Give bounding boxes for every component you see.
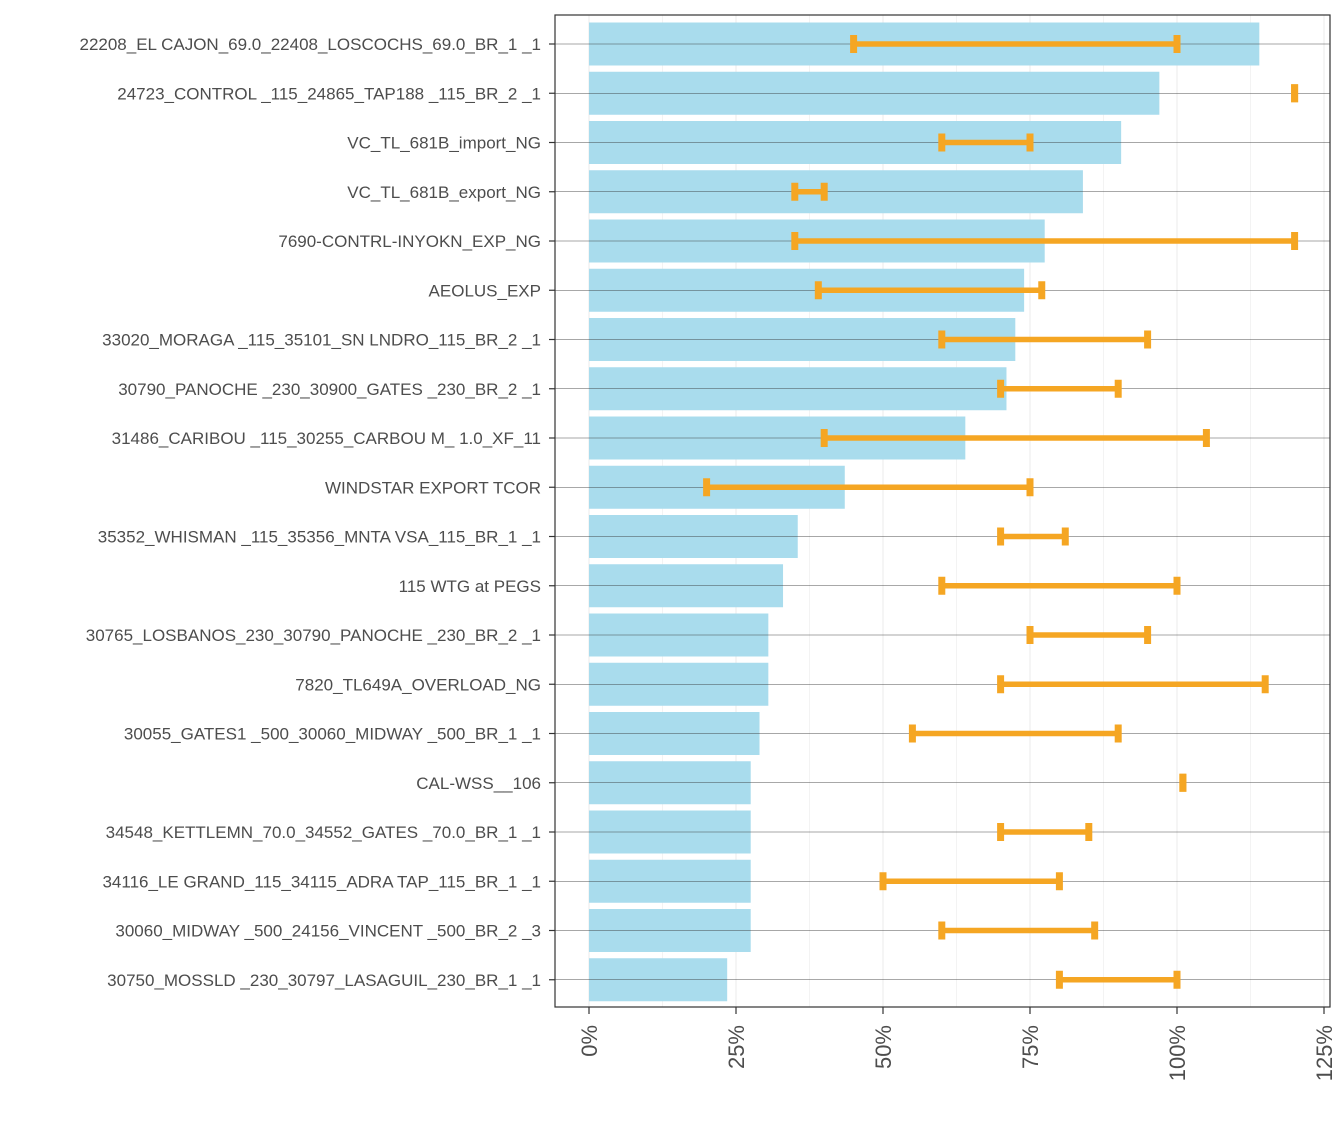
- bars: [589, 22, 1260, 1002]
- category-label-6: AEOLUS_EXP: [429, 281, 541, 300]
- range-9: [820, 429, 1210, 447]
- category-label-10: WINDSTAR EXPORT TCOR: [325, 478, 541, 497]
- range-17: [997, 823, 1093, 841]
- category-label-19: 30060_MIDWAY _500_24156_VINCENT _500_BR_…: [115, 922, 541, 941]
- category-label-18: 34116_LE GRAND_115_34115_ADRA TAP_115_BR…: [102, 872, 541, 891]
- category-label-13: 30765_LOSBANOS_230_30790_PANOCHE _230_BR…: [86, 626, 541, 645]
- x-tick-label-50: 50%: [871, 1025, 896, 1069]
- category-labels: 22208_EL CAJON_69.0_22408_LOSCOCHS_69.0_…: [79, 35, 555, 990]
- category-label-9: 31486_CARIBOU _115_30255_CARBOU M_ 1.0_X…: [112, 429, 541, 448]
- category-label-17: 34548_KETTLEMN_70.0_34552_GATES _70.0_BR…: [106, 823, 541, 842]
- range-18: [879, 872, 1063, 891]
- range-20: [1055, 970, 1181, 989]
- category-label-16: CAL-WSS__106: [416, 774, 541, 793]
- range-14: [997, 675, 1269, 694]
- category-label-20: 30750_MOSSLD _230_30797_LASAGUIL_230_BR_…: [107, 971, 541, 990]
- range-11: [997, 527, 1069, 546]
- range-errorbars: [703, 35, 1299, 989]
- x-axis-ticks: 0% 25% 50% 75% 100% 125%: [577, 1007, 1337, 1081]
- x-tick-label-125: 125%: [1312, 1025, 1337, 1081]
- category-label-8: 30790_PANOCHE _230_30900_GATES _230_BR_2…: [118, 380, 541, 399]
- range-12: [938, 576, 1181, 595]
- x-tick-label-75: 75%: [1018, 1025, 1043, 1069]
- category-label-11: 35352_WHISMAN _115_35356_MNTA VSA_115_BR…: [98, 528, 541, 547]
- range-10: [703, 478, 1034, 497]
- x-tick-label-25: 25%: [724, 1025, 749, 1069]
- range-5: [791, 232, 1299, 250]
- range-6: [814, 281, 1046, 300]
- category-label-1: 22208_EL CAJON_69.0_22408_LOSCOCHS_69.0_…: [79, 35, 541, 54]
- range-8: [997, 379, 1122, 398]
- x-tick-label-0: 0%: [577, 1025, 602, 1057]
- category-label-15: 30055_GATES1 _500_30060_MIDWAY _500_BR_1…: [124, 725, 541, 744]
- range-19: [938, 921, 1099, 940]
- category-label-2: 24723_CONTROL _115_24865_TAP188 _115_BR_…: [117, 84, 541, 103]
- range-3: [938, 133, 1034, 152]
- category-grid-lines: [555, 43, 1330, 981]
- category-label-12: 115 WTG at PEGS: [399, 577, 541, 596]
- category-label-3: VC_TL_681B_import_NG: [347, 134, 541, 153]
- category-label-7: 33020_MORAGA _115_35101_SN LNDRO_115_BR_…: [102, 331, 541, 350]
- range-13: [1026, 626, 1152, 644]
- range-7: [938, 330, 1152, 349]
- range-4: [791, 182, 828, 201]
- panel-border: [554, 14, 1331, 1008]
- category-label-14: 7820_TL649A_OVERLOAD_NG: [295, 675, 541, 694]
- category-label-4: VC_TL_681B_export_NG: [347, 183, 541, 202]
- category-label-5: 7690-CONTRL-INYOKN_EXP_NG: [278, 232, 541, 251]
- range-1: [850, 35, 1181, 53]
- x-tick-label-100: 100%: [1165, 1025, 1190, 1081]
- range-15: [908, 724, 1122, 743]
